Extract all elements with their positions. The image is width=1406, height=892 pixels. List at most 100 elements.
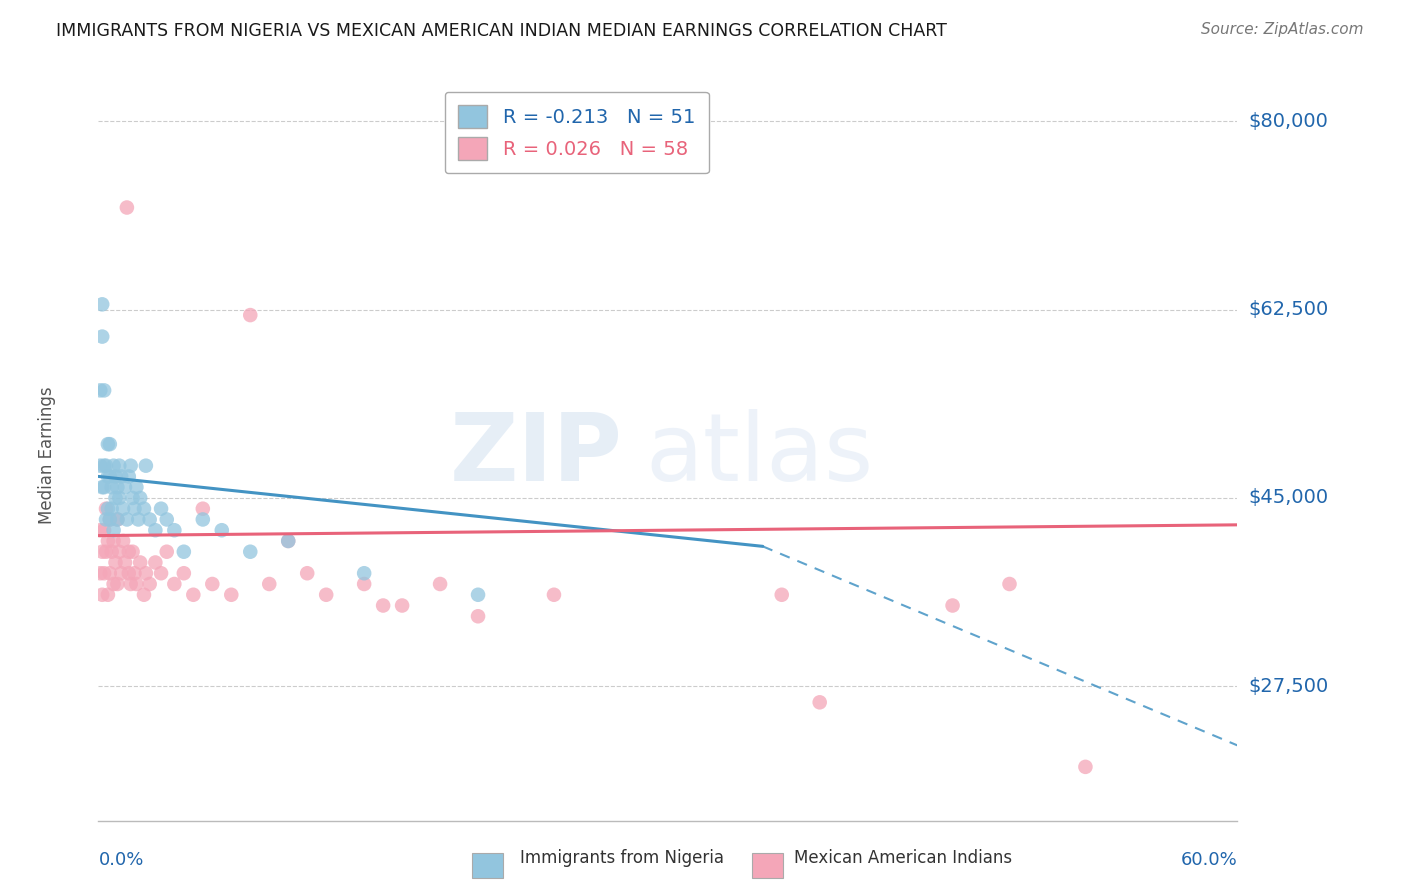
Point <box>353 577 375 591</box>
Text: ZIP: ZIP <box>450 409 623 501</box>
Point <box>121 491 143 505</box>
Point <box>91 545 114 559</box>
Point <box>112 501 135 516</box>
Text: $62,500: $62,500 <box>1249 301 1329 319</box>
Point <box>156 512 179 526</box>
Point <box>543 588 565 602</box>
Point <box>107 512 129 526</box>
Text: 60.0%: 60.0% <box>1181 851 1237 869</box>
Point <box>98 566 121 581</box>
Point <box>98 512 121 526</box>
Point <box>94 512 117 526</box>
Point <box>93 384 115 398</box>
Point <box>91 480 114 494</box>
Text: $80,000: $80,000 <box>1249 112 1329 131</box>
Point <box>1074 760 1097 774</box>
Point <box>103 523 125 537</box>
Point <box>770 588 793 602</box>
Point <box>103 458 125 473</box>
Point <box>135 566 157 581</box>
Point <box>108 491 131 505</box>
Point <box>125 577 148 591</box>
Point <box>125 480 148 494</box>
Point <box>127 512 149 526</box>
Point <box>103 533 125 548</box>
Point <box>129 556 152 570</box>
Point <box>112 533 135 548</box>
Point <box>108 458 131 473</box>
Text: atlas: atlas <box>645 409 873 501</box>
Point <box>120 458 142 473</box>
Point <box>103 577 125 591</box>
Point <box>89 566 111 581</box>
Point <box>163 523 186 537</box>
Point <box>124 501 146 516</box>
Point <box>118 566 141 581</box>
Point <box>115 512 138 526</box>
Point <box>100 545 122 559</box>
Text: Source: ZipAtlas.com: Source: ZipAtlas.com <box>1201 22 1364 37</box>
Point <box>467 609 489 624</box>
Point <box>173 566 195 581</box>
Point <box>98 437 121 451</box>
Point <box>183 588 205 602</box>
Point <box>115 201 138 215</box>
Point <box>353 566 375 581</box>
Point <box>156 545 179 559</box>
Point <box>89 523 111 537</box>
Point <box>211 523 233 537</box>
Point <box>97 437 120 451</box>
Point <box>93 566 115 581</box>
Point <box>132 501 155 516</box>
Point <box>145 523 167 537</box>
Point <box>107 512 129 526</box>
Point <box>315 588 337 602</box>
Point <box>277 533 299 548</box>
Point <box>118 469 141 483</box>
Point <box>89 458 111 473</box>
Point <box>114 480 136 494</box>
Point <box>97 469 120 483</box>
Point <box>277 533 299 548</box>
Point <box>150 566 173 581</box>
Point <box>107 480 129 494</box>
Point <box>239 308 262 322</box>
Point <box>110 566 132 581</box>
Point <box>97 501 120 516</box>
Point <box>467 588 489 602</box>
Point <box>239 545 262 559</box>
Point <box>297 566 319 581</box>
Point <box>145 556 167 570</box>
Text: Median Earnings: Median Earnings <box>38 386 56 524</box>
Point <box>808 695 831 709</box>
Point <box>91 588 114 602</box>
Point <box>118 545 141 559</box>
Point <box>998 577 1021 591</box>
Point <box>259 577 281 591</box>
Point <box>98 512 121 526</box>
Point <box>104 491 127 505</box>
Point <box>93 480 115 494</box>
Point <box>124 566 146 581</box>
Point <box>94 501 117 516</box>
Point <box>97 533 120 548</box>
Point <box>100 501 122 516</box>
Text: $45,000: $45,000 <box>1249 489 1329 508</box>
Point <box>129 491 152 505</box>
Point <box>429 577 451 591</box>
Text: IMMIGRANTS FROM NIGERIA VS MEXICAN AMERICAN INDIAN MEDIAN EARNINGS CORRELATION C: IMMIGRANTS FROM NIGERIA VS MEXICAN AMERI… <box>56 22 948 40</box>
Point <box>93 523 115 537</box>
Point <box>163 577 186 591</box>
Point <box>104 556 127 570</box>
Legend: R = -0.213   N = 51, R = 0.026   N = 58: R = -0.213 N = 51, R = 0.026 N = 58 <box>444 92 709 173</box>
Point <box>97 588 120 602</box>
Point <box>121 545 143 559</box>
Point <box>120 577 142 591</box>
Point <box>191 501 214 516</box>
Point <box>371 599 394 613</box>
Point <box>89 384 111 398</box>
Point <box>201 577 224 591</box>
Point <box>221 588 243 602</box>
Text: Immigrants from Nigeria: Immigrants from Nigeria <box>520 849 724 867</box>
Point <box>173 545 195 559</box>
